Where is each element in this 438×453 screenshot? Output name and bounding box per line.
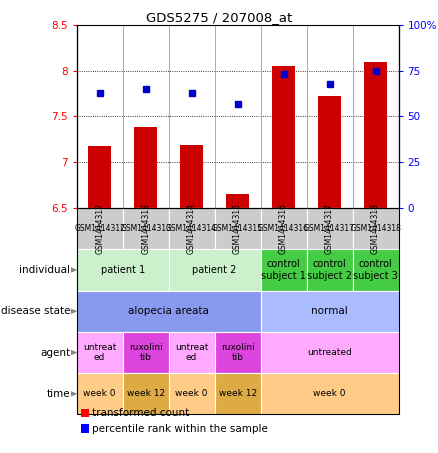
- Text: individual: individual: [19, 265, 70, 275]
- Text: week 0: week 0: [175, 389, 208, 398]
- Text: GSM1414317: GSM1414317: [304, 224, 355, 233]
- Text: time: time: [46, 389, 70, 399]
- Text: patient 2: patient 2: [192, 265, 237, 275]
- Text: control
subject 3: control subject 3: [353, 259, 398, 281]
- Bar: [272, 66, 295, 208]
- Text: GSM1414315: GSM1414315: [212, 224, 263, 233]
- Text: GSM1414318: GSM1414318: [350, 224, 401, 233]
- Text: agent: agent: [40, 347, 70, 357]
- Text: normal: normal: [311, 306, 348, 316]
- Text: GSM1414313: GSM1414313: [120, 224, 171, 233]
- Text: GDS5275 / 207008_at: GDS5275 / 207008_at: [146, 11, 292, 24]
- Bar: [226, 194, 249, 208]
- Text: GSM1414316: GSM1414316: [258, 224, 309, 233]
- Text: ruxolini
tib: ruxolini tib: [129, 343, 162, 362]
- Text: patient 1: patient 1: [100, 265, 145, 275]
- Text: GSM1414312: GSM1414312: [95, 203, 104, 254]
- Bar: [88, 146, 111, 208]
- Bar: [134, 127, 157, 208]
- Text: untreated: untreated: [307, 348, 352, 357]
- Text: alopecia areata: alopecia areata: [128, 306, 209, 316]
- Text: week 12: week 12: [219, 389, 257, 398]
- Text: week 12: week 12: [127, 389, 165, 398]
- Text: percentile rank within the sample: percentile rank within the sample: [92, 424, 268, 434]
- Text: week 0: week 0: [313, 389, 346, 398]
- Text: GSM1414317: GSM1414317: [325, 203, 334, 254]
- Bar: [180, 145, 203, 208]
- Text: GSM1414318: GSM1414318: [371, 203, 380, 254]
- Bar: [318, 96, 341, 208]
- Text: untreat
ed: untreat ed: [175, 343, 208, 362]
- Text: GSM1414315: GSM1414315: [233, 203, 242, 254]
- Text: GSM1414314: GSM1414314: [187, 203, 196, 254]
- Text: untreat
ed: untreat ed: [83, 343, 117, 362]
- Text: ruxolini
tib: ruxolini tib: [221, 343, 254, 362]
- Text: GSM1414316: GSM1414316: [279, 203, 288, 254]
- Text: week 0: week 0: [83, 389, 116, 398]
- Text: disease state: disease state: [0, 306, 70, 316]
- Text: transformed count: transformed count: [92, 408, 189, 418]
- Text: GSM1414312: GSM1414312: [74, 224, 125, 233]
- Bar: [364, 62, 387, 208]
- Text: control
subject 2: control subject 2: [307, 259, 352, 281]
- Text: control
subject 1: control subject 1: [261, 259, 306, 281]
- Text: GSM1414314: GSM1414314: [166, 224, 217, 233]
- Text: GSM1414313: GSM1414313: [141, 203, 150, 254]
